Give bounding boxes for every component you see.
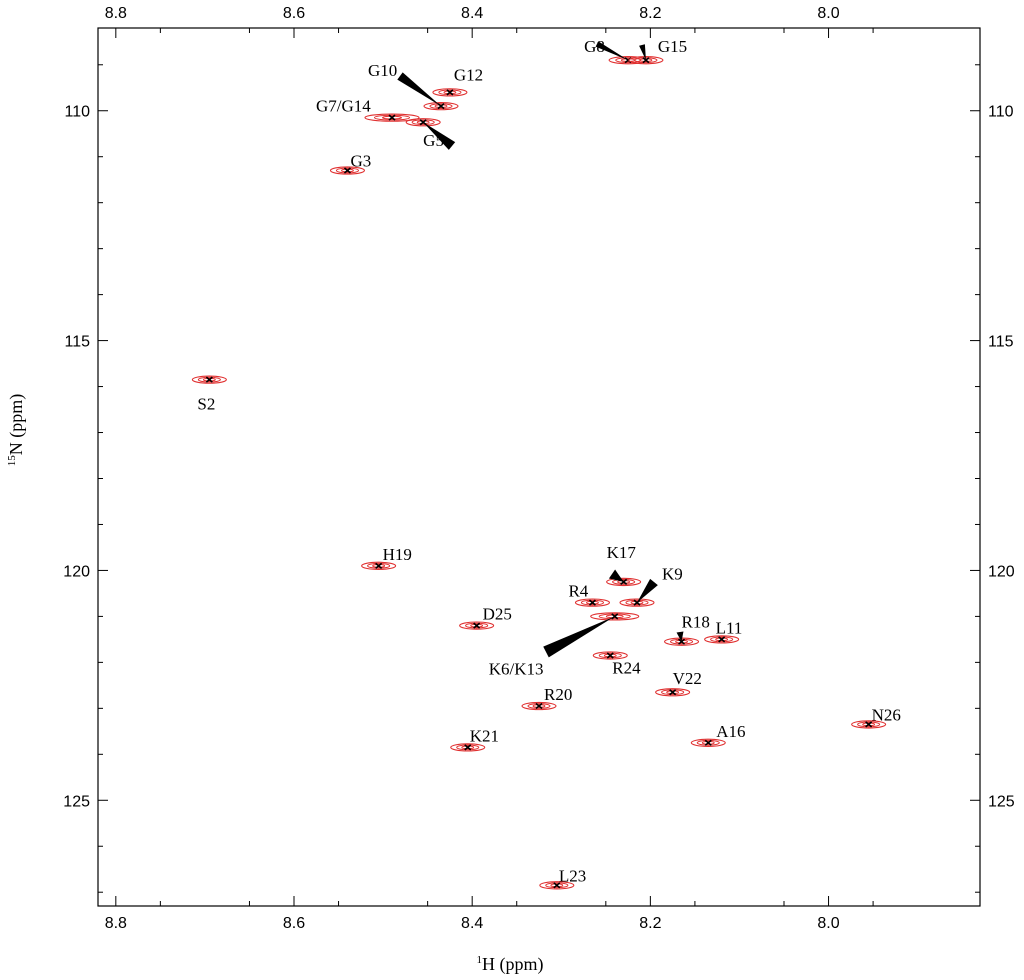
peak-a16	[690, 738, 726, 747]
x-tick-label-bottom: 8.8	[105, 915, 127, 932]
x-axis-label-superscript: 1	[477, 954, 483, 966]
y-axis-label-superscript: 15	[6, 455, 18, 467]
peak-l11	[704, 635, 740, 644]
y-axis-label: 15N (ppm)	[6, 394, 27, 467]
plot-frame	[97, 27, 981, 907]
y-tick-label-right: 110	[988, 104, 1014, 121]
peak-r4	[574, 598, 611, 607]
peak-d25	[459, 621, 495, 630]
peak-l23	[539, 881, 575, 890]
peak-r24	[592, 651, 628, 660]
peak-g3	[329, 166, 366, 175]
callout-k9	[637, 578, 658, 603]
peak-label-g15: G15	[658, 37, 687, 56]
peak-label-k9: K9	[662, 565, 683, 584]
peak-label-n26: N26	[872, 705, 901, 724]
x-tick-label-top: 8.8	[105, 5, 127, 22]
x-tick-label-bottom: 8.4	[461, 915, 483, 932]
peak-k21	[450, 743, 486, 752]
peak-v22	[655, 688, 691, 697]
peak-label-g10: G10	[368, 61, 397, 80]
peak-g12	[432, 88, 468, 97]
peak-label-g5: G5	[423, 131, 444, 150]
peak-label-k21: K21	[470, 726, 499, 745]
y-tick-label-left: 125	[63, 793, 90, 810]
x-tick-label-bottom: 8.0	[817, 915, 839, 932]
peak-g5	[405, 118, 441, 127]
x-tick-label-bottom: 8.6	[283, 915, 305, 932]
y-tick-label-left: 120	[63, 563, 90, 580]
axis-ticks: 8.8 8.8 8.6 8.6 8.4 8.4 8.2 8.2 8.0 8.0 110 110 115 1…	[63, 5, 1015, 932]
y-tick-label-right: 120	[988, 563, 1015, 580]
label-callouts	[397, 41, 684, 658]
x-tick-label-top: 8.0	[817, 5, 839, 22]
peak-g10	[423, 101, 459, 111]
peak-label-l23: L23	[559, 866, 586, 885]
peak-label-g7-g14: G7/G14	[316, 97, 371, 116]
x-tick-label-top: 8.4	[461, 5, 483, 22]
callout-g10	[397, 72, 441, 107]
peak-n26	[851, 720, 887, 729]
y-tick-label-right: 115	[988, 334, 1014, 351]
peak-r18	[663, 637, 700, 646]
x-tick-label-top: 8.2	[639, 5, 661, 22]
peak-label-g8: G8	[584, 37, 605, 56]
peak-label-s2: S2	[197, 395, 215, 414]
y-tick-label-right: 125	[988, 793, 1015, 810]
peak-h19	[361, 561, 397, 570]
y-tick-label-left: 110	[64, 104, 90, 121]
callout-g15	[639, 44, 646, 61]
peak-label-r18: R18	[682, 613, 710, 632]
callout-g8	[595, 41, 629, 61]
peak-k6-k13	[590, 612, 640, 621]
peak-k9	[619, 598, 655, 607]
peak-s2	[191, 375, 227, 384]
peak-g15	[628, 56, 664, 65]
y-axis-label-text: N (ppm)	[6, 394, 27, 456]
peak-label-l11: L11	[716, 618, 743, 637]
peak-g7-g14	[364, 113, 420, 122]
x-axis-label-text: H (ppm)	[482, 954, 544, 975]
x-tick-label-top: 8.6	[283, 5, 305, 22]
peak-label-v22: V22	[673, 669, 702, 688]
y-tick-label-left: 115	[64, 334, 90, 351]
callout-k6-k13	[543, 616, 615, 658]
peak-r20	[521, 701, 557, 711]
peak-markers	[191, 56, 887, 890]
peak-label-r4: R4	[568, 582, 588, 601]
peak-label-r20: R20	[544, 685, 572, 704]
peak-label-d25: D25	[483, 605, 512, 624]
callout-k17	[608, 569, 624, 582]
callout-r18	[676, 631, 684, 642]
peak-label-h19: H19	[383, 545, 412, 564]
peak-labels: G8 G15 G12 G10 G7/G14 G5 G3 S2 H19 K17 R4 K9 K6/K13 D…	[197, 37, 901, 885]
callout-g5	[423, 122, 456, 150]
peak-label-k17: K17	[607, 543, 637, 562]
x-axis-label: 1H (ppm)	[477, 954, 544, 975]
peak-label-k6-k13: K6/K13	[489, 659, 544, 678]
peak-k17	[606, 577, 642, 587]
peak-label-r24: R24	[612, 658, 641, 677]
peak-label-a16: A16	[716, 722, 745, 741]
peak-label-g3: G3	[350, 152, 371, 171]
peak-label-g12: G12	[454, 65, 483, 84]
x-tick-label-bottom: 8.2	[639, 915, 661, 932]
